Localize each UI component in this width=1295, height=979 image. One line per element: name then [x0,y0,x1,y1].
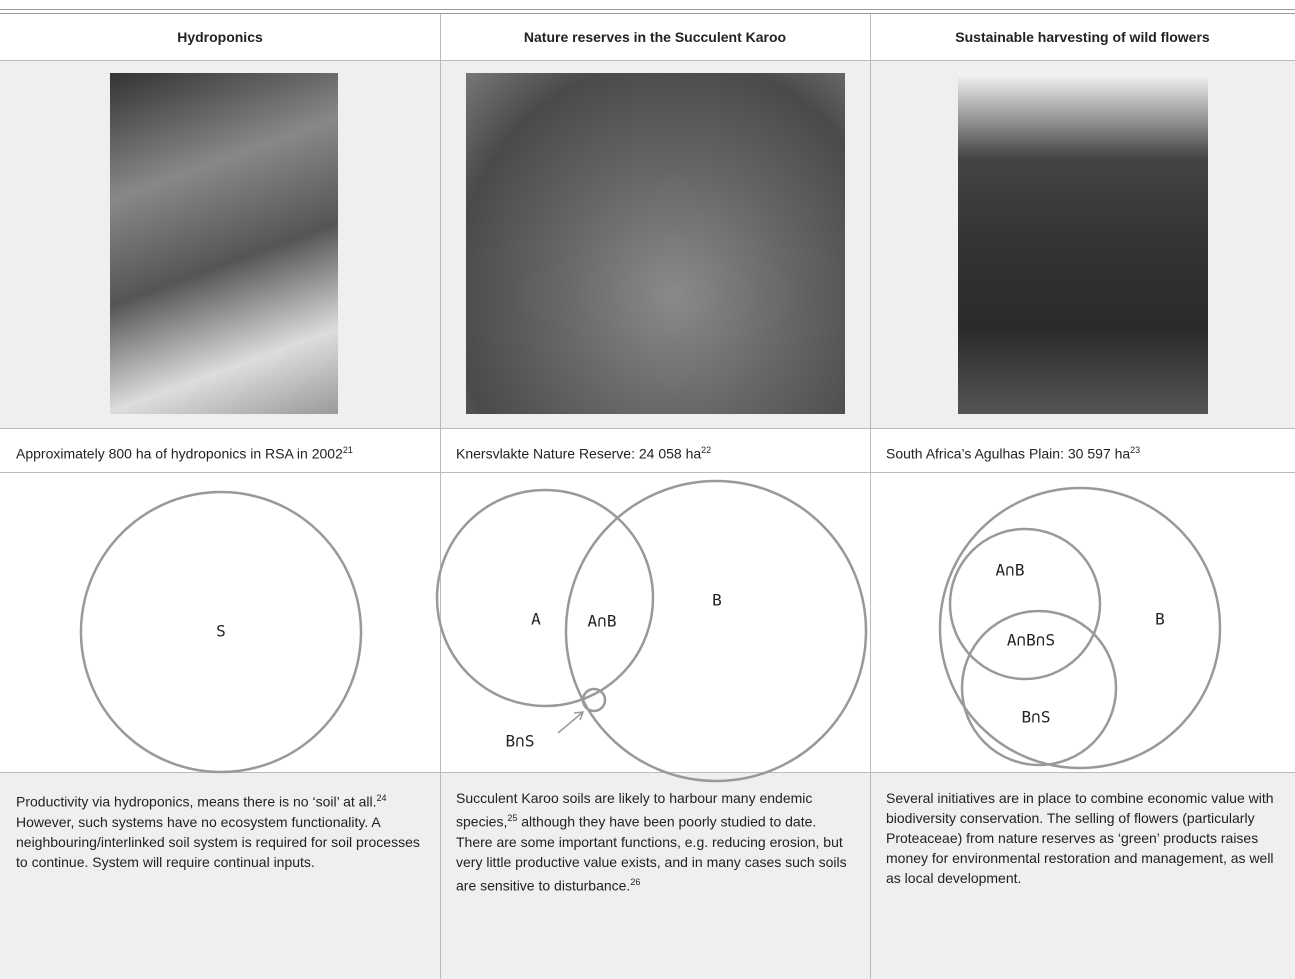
row-rule [0,472,1295,473]
row-rule [0,60,1295,61]
footnote-ref: 22 [701,445,712,455]
header: Hydroponics [177,29,263,45]
header: Nature reserves in the Succulent Karoo [523,29,787,45]
set-label: A [531,610,541,629]
set-circle [960,609,1118,767]
caption: Approximately 800 ha of hydroponics in R… [0,428,440,472]
set-circle [581,687,607,713]
footnote-ref: 26 [630,876,641,887]
text: Productivity via hydroponics, means ther… [16,793,377,810]
set-circle [948,527,1102,681]
photo [110,73,338,414]
text: However, such systems have no ecosystem … [16,813,420,870]
footnote-ref: 21 [342,445,353,455]
top-rule [0,9,1295,10]
text: Several initiatives are in place to comb… [886,790,1274,886]
description: Several initiatives are in place to comb… [870,788,1295,888]
row-rule [0,772,1295,773]
photo [466,73,845,414]
set-label: A∩B [996,561,1025,580]
col-rule [440,14,441,979]
caption: South Africa’s Agulhas Plain: 30 597 ha2… [870,428,1295,472]
set-circle [79,490,363,774]
text: South Africa’s Agulhas Plain: 30 597 ha [886,445,1131,462]
set-label: B∩S [1022,708,1051,727]
desc-row-bg [0,772,1295,979]
row-rule [0,428,1295,429]
set-label: S [216,622,226,641]
set-label: B [712,591,722,610]
set-label: A∩B [588,612,617,631]
text: Approximately 800 ha of hydroponics in R… [16,445,343,462]
description: Succulent Karoo soils are likely to harb… [440,788,870,895]
text: Succulent Karoo soils are likely to harb… [456,790,813,830]
set-circle [938,486,1222,770]
footnote-ref: 25 [507,813,518,823]
set-label: B [1155,610,1165,629]
col-rule [870,14,871,979]
set-circle [564,479,868,783]
photo [958,73,1208,414]
description: Productivity via hydroponics, means ther… [0,788,440,872]
set-circle [435,488,655,708]
footnote-ref: 23 [1130,445,1141,455]
top-rule [0,13,1295,14]
footnote-ref: 24 [376,793,387,803]
caption: Knersvlakte Nature Reserve: 24 058 ha22 [440,428,870,472]
text: Knersvlakte Nature Reserve: 24 058 ha [456,445,702,462]
set-label: A∩B∩S [1007,631,1055,650]
set-label: B∩S [506,732,535,751]
arrow-head [573,711,585,721]
text: although they have been poorly studied t… [456,813,847,894]
header: Sustainable harvesting of wild flowers [955,29,1210,45]
arrow [557,711,584,734]
